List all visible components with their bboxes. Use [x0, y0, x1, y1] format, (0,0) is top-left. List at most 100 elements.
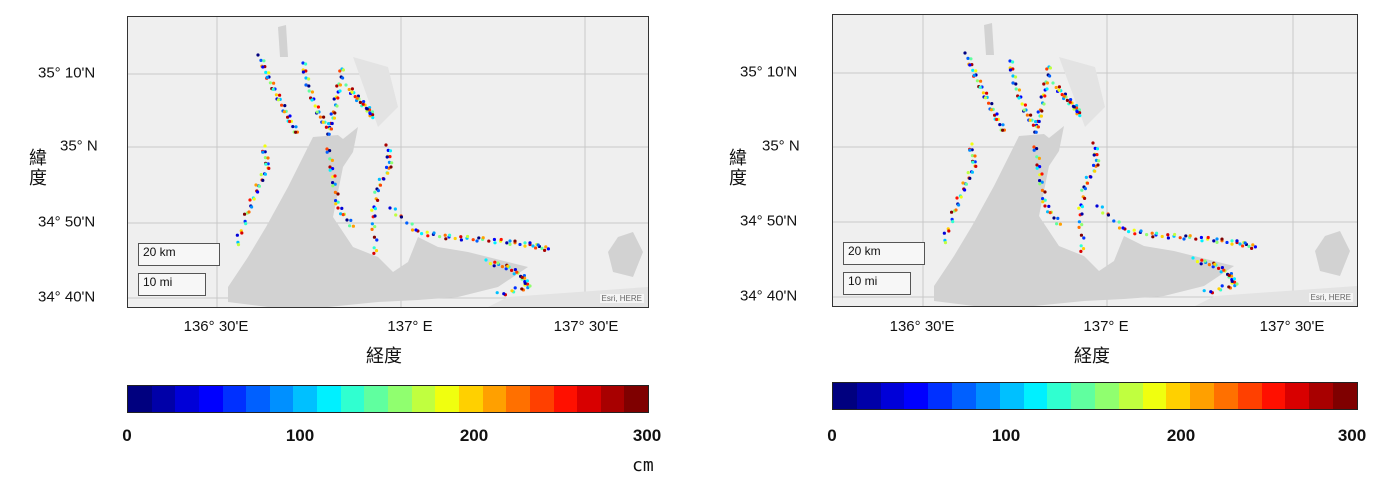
tide-dot [370, 222, 374, 226]
tide-dot [1211, 265, 1215, 269]
tide-dot [1017, 96, 1021, 100]
tide-dot [526, 286, 530, 290]
tide-dot [350, 87, 354, 91]
tide-dot [1150, 231, 1154, 235]
tide-dot [1199, 235, 1203, 240]
colorbar-segment [833, 383, 857, 409]
tide-dot [1178, 236, 1182, 240]
tide-dot [1039, 95, 1043, 99]
tide-dot [1220, 266, 1224, 270]
map-area[interactable]: 20 km 10 mi Esri, HERE [832, 14, 1358, 307]
tide-dot [1091, 163, 1096, 167]
tide-dot [983, 96, 987, 100]
tide-dot [325, 147, 329, 151]
tide-dot [448, 233, 452, 237]
tide-dot [523, 281, 527, 285]
tide-dot [1219, 270, 1223, 274]
x-tick: 136° 30'E [183, 318, 249, 335]
tide-dot [508, 242, 512, 246]
colorbar-segment [458, 386, 483, 412]
tide-dot [1036, 110, 1040, 114]
tide-dot [1043, 204, 1047, 208]
tide-dot [328, 165, 332, 169]
tide-dot [1085, 181, 1090, 185]
colorbar-segment [411, 386, 436, 412]
tide-dot [263, 150, 267, 154]
tide-dot [347, 87, 351, 92]
tide-dot [523, 241, 527, 245]
tide-dot [951, 220, 955, 224]
colorbar-segment [999, 383, 1024, 409]
tide-dot [968, 176, 972, 180]
tide-dot [1038, 179, 1042, 183]
tide-dot [304, 62, 308, 66]
tide-dot [1040, 109, 1044, 113]
tide-dot [970, 142, 974, 146]
tide-dot [1014, 75, 1018, 79]
tide-dot [271, 87, 275, 91]
tide-dot [1034, 120, 1038, 124]
tide-dot [1039, 114, 1043, 118]
tide-dot [1048, 66, 1052, 70]
tide-dot [466, 234, 470, 239]
tide-dot [959, 195, 963, 199]
tide-dot [1040, 172, 1044, 176]
tide-dot [1127, 230, 1131, 234]
tide-dot [432, 231, 436, 235]
tide-dot [331, 167, 335, 171]
tide-dot [1106, 213, 1111, 217]
tide-dot [375, 238, 379, 242]
tide-dot [378, 183, 383, 187]
tide-dot [1194, 237, 1198, 241]
tide-dot [1062, 94, 1066, 98]
tide-dot [540, 246, 544, 250]
tide-dot [250, 205, 254, 209]
tide-dot [1095, 147, 1100, 151]
tide-dot [393, 207, 397, 211]
tide-dot [330, 121, 334, 126]
colorbar-segment [975, 383, 1000, 409]
map-panel-right: 緯度 35° 10'N 35° N 34° 50'N 34° 40'N [700, 0, 1386, 480]
tide-dot [1207, 263, 1211, 267]
tide-dot [1250, 246, 1254, 250]
tide-dot [263, 156, 267, 160]
y-tick: 35° N [60, 137, 98, 155]
tide-dot [536, 243, 540, 247]
colorbar-tick: 200 [459, 426, 489, 445]
tide-dot [957, 203, 961, 207]
colorbar [832, 382, 1358, 410]
tide-dot [515, 270, 519, 274]
tide-dot [970, 170, 974, 174]
colorbar-segment [198, 386, 223, 412]
tide-dot [1117, 226, 1122, 230]
tide-dot [399, 215, 404, 219]
tide-dot [963, 51, 967, 55]
tide-dot [340, 206, 344, 210]
tide-dot [368, 112, 372, 116]
tide-dot [987, 101, 991, 105]
tide-dot [1230, 239, 1234, 243]
tide-dot [344, 83, 348, 87]
tide-dot [1069, 98, 1073, 102]
tide-dot [373, 225, 377, 229]
tide-dot [484, 258, 488, 262]
tide-dot [1145, 233, 1149, 237]
tide-dot [1225, 240, 1229, 245]
tide-dot [288, 119, 292, 124]
tide-dot [970, 154, 974, 158]
tide-dot [1117, 220, 1121, 224]
map-area[interactable]: 20 km 10 mi Esri, HERE [127, 16, 649, 308]
tide-dot [329, 127, 333, 131]
colorbar-segment [151, 386, 176, 412]
tide-dot [974, 164, 978, 168]
tide-dot [420, 232, 424, 236]
tide-dot [385, 155, 389, 159]
tide-dot [335, 104, 339, 108]
y-tick: 35° 10'N [740, 63, 798, 81]
tide-dot [1045, 81, 1049, 85]
tide-dot [327, 132, 331, 136]
tide-dot [349, 218, 353, 222]
tide-dot [368, 108, 372, 112]
tide-dot [405, 221, 409, 225]
tide-dot [262, 59, 266, 63]
